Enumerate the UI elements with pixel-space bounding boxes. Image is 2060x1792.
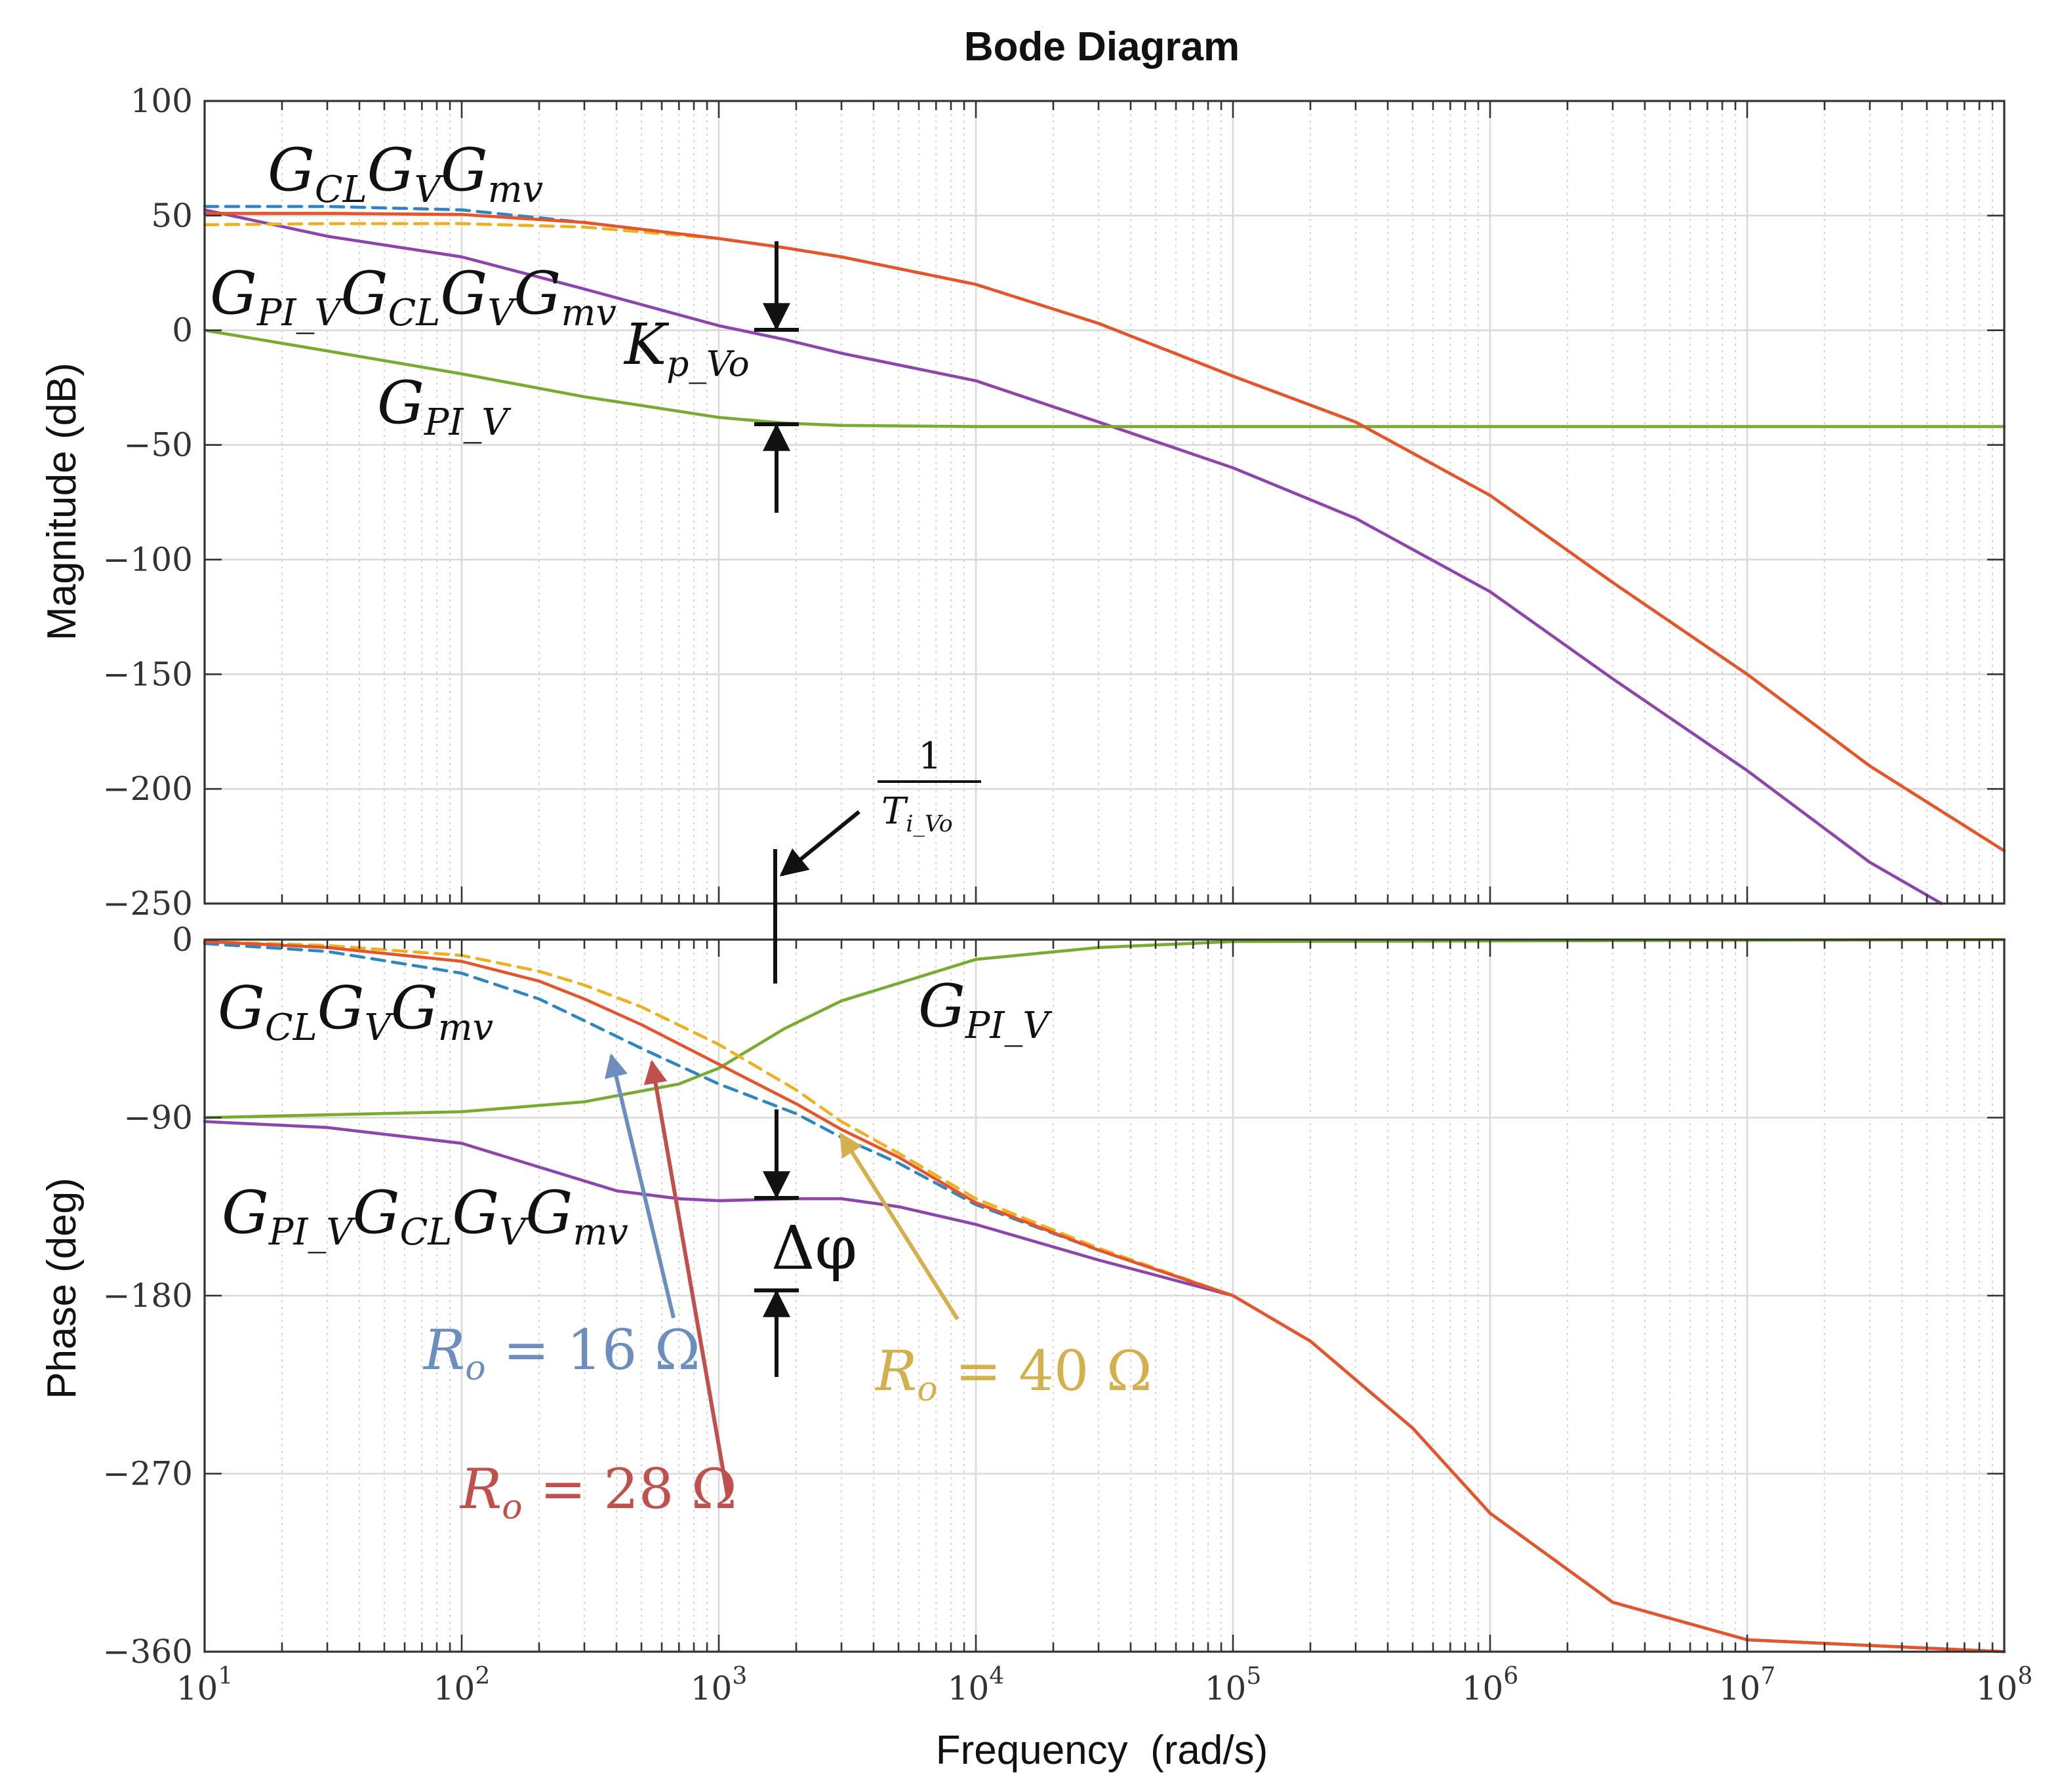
y-tick-label: −200 bbox=[103, 770, 193, 808]
label-ro40: Ro = 40 Ω bbox=[874, 1339, 1152, 1409]
series-line-ro16: G_CL G_V G_mv (Ro = 16 Ω) bbox=[203, 942, 2006, 1654]
y-tick-label: −270 bbox=[103, 1455, 193, 1493]
series-line-ro28: G_CL G_V G_mv (Ro = 28 Ω) bbox=[203, 212, 2006, 852]
label-mag-gpi: GPI_V bbox=[377, 368, 512, 444]
x-tick-label: 106 bbox=[1462, 1663, 1519, 1707]
y-tick-label: 0 bbox=[172, 921, 193, 959]
label-kp-vo: Kp_Vo bbox=[623, 312, 750, 384]
magnitude-y-axis-label: Magnitude (dB) bbox=[39, 363, 85, 641]
y-tick-label: −100 bbox=[103, 540, 193, 578]
series-line-gpi: G_PI_V bbox=[203, 329, 2006, 428]
magnitude-grid bbox=[203, 100, 2006, 905]
phase-panel: G_PI_V G_CL G_V G_mvG_PI_VG_CL G_V G_mv … bbox=[103, 921, 2006, 1671]
y-tick-label: 0 bbox=[172, 311, 193, 349]
label-ro28: Ro = 28 Ω bbox=[459, 1457, 737, 1527]
label-ro16: Ro = 16 Ω bbox=[422, 1318, 700, 1388]
x-tick-label: 101 bbox=[176, 1663, 233, 1707]
x-axis-label: Frequency (rad/s) bbox=[936, 1728, 1268, 1773]
x-tick-label: 107 bbox=[1719, 1663, 1776, 1707]
y-tick-label: −250 bbox=[103, 885, 193, 923]
y-tick-label: −150 bbox=[103, 655, 193, 693]
ro16-arrow bbox=[604, 1053, 676, 1319]
y-tick-label: −180 bbox=[103, 1277, 193, 1315]
x-tick-label: 104 bbox=[948, 1663, 1005, 1707]
series-line-ro28: G_CL G_V G_mv (Ro = 28 Ω) bbox=[203, 940, 2006, 1654]
label-ph-gcl-gv-gmv: GCLGVGmv bbox=[218, 974, 493, 1049]
x-tick-label: 103 bbox=[691, 1663, 748, 1707]
ro40-arrow bbox=[839, 1132, 959, 1321]
x-tick-labels: 101 102 103 104 105 106 107 108 bbox=[176, 1663, 2033, 1707]
y-tick-label: −360 bbox=[103, 1633, 193, 1671]
ro28-arrow bbox=[643, 1060, 730, 1499]
label-ti-denominator: Ti_Vo bbox=[881, 790, 953, 837]
label-mag-gcl-gv-gmv: GCLGVGmv bbox=[268, 136, 543, 211]
magnitude-y-tick-labels: 100 50 0 −50 −100 −150 −200 −250 bbox=[103, 82, 193, 923]
label-delta-phi: Δφ bbox=[771, 1213, 857, 1283]
chart-title: Bode Diagram bbox=[964, 24, 1240, 70]
magnitude-series: G_PI_V G_CL G_V G_mvG_PI_VG_CL G_V G_mv … bbox=[203, 205, 2006, 906]
y-tick-label: −90 bbox=[123, 1099, 193, 1137]
phase-y-axis-label: Phase (deg) bbox=[39, 1178, 85, 1399]
series-line-gpi: G_PI_V bbox=[203, 938, 2006, 1119]
y-tick-label: 50 bbox=[151, 197, 193, 235]
series-line-ro40: G_CL G_V G_mv (Ro = 40 Ω) bbox=[203, 940, 2006, 1654]
magnitude-tick-marks bbox=[203, 100, 2006, 905]
label-ph-gpi: GPI_V bbox=[918, 972, 1053, 1047]
label-mag-loop: GPI_VGCLGVGmv bbox=[210, 259, 616, 334]
phase-series: G_PI_V G_CL G_V G_mvG_PI_VG_CL G_V G_mv … bbox=[203, 938, 2006, 1654]
phase-tick-marks bbox=[203, 938, 2006, 1653]
magnitude-frame bbox=[203, 100, 2006, 905]
magnitude-panel: G_PI_V G_CL G_V G_mvG_PI_VG_CL G_V G_mv … bbox=[103, 82, 2006, 923]
x-tick-label: 108 bbox=[1976, 1663, 2033, 1707]
x-tick-label: 105 bbox=[1205, 1663, 1262, 1707]
label-ph-loop: GPI_VGCLGVGmv bbox=[222, 1178, 628, 1254]
label-ti-numerator: 1 bbox=[918, 735, 942, 778]
series-line-loop: G_PI_V G_CL G_V G_mv bbox=[203, 208, 1943, 906]
y-tick-label: 100 bbox=[131, 82, 193, 120]
y-tick-label: −50 bbox=[123, 426, 193, 464]
phase-y-tick-labels: 0 −90 −180 −270 −360 bbox=[103, 921, 193, 1671]
ti-pointer-arrow bbox=[779, 810, 860, 877]
x-tick-label: 102 bbox=[434, 1663, 491, 1707]
